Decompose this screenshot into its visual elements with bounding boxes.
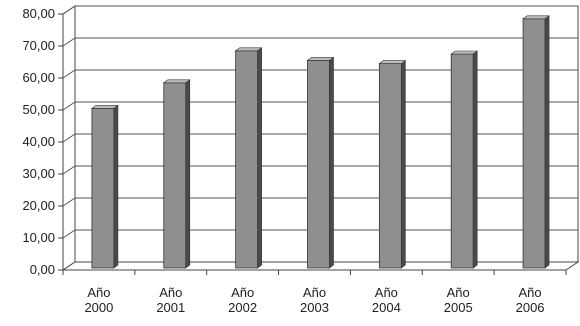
x-tick-label: Año 2000: [84, 285, 113, 315]
bar: [378, 59, 407, 269]
y-axis-tick-labels: 0,00 10,00 20,00 30,00 40,00 50,00 60,00 70,00 8…: [22, 6, 63, 277]
bar-top: [522, 15, 550, 20]
y-tick-label: 10,00: [22, 230, 55, 245]
gridline: [62, 37, 578, 47]
bar-top: [378, 60, 407, 64]
gridline: [62, 165, 578, 175]
bar-side: [544, 15, 550, 269]
bar-front: [450, 53, 474, 269]
bar-front: [235, 50, 259, 269]
bar: [522, 15, 550, 269]
bar-side: [185, 79, 191, 269]
bar: [306, 56, 335, 269]
gridline: [62, 5, 578, 15]
bar-top: [91, 105, 119, 109]
y-tick-label: 80,00: [22, 6, 55, 21]
bar-side: [401, 59, 406, 269]
x-axis-tick-labels: Año 2000 Año 2001 Año 2002 Año 2003 Año 2004 Año 20…: [62, 270, 567, 315]
bar: [162, 79, 191, 269]
gridlines: [62, 5, 578, 239]
bar-front: [163, 82, 187, 269]
bar-side: [257, 47, 262, 269]
bars: [91, 15, 550, 269]
bar-side: [329, 56, 334, 269]
gridline: [62, 197, 578, 207]
x-tick-label: Año 2002: [228, 285, 257, 315]
x-tick-label: Año 2005: [444, 285, 473, 315]
y-tick-label: 30,00: [22, 166, 55, 181]
y-tick-label: 50,00: [22, 102, 55, 117]
y-tick-label: 60,00: [22, 70, 55, 85]
gridline: [62, 69, 578, 79]
bar: [234, 47, 263, 269]
gridline: [62, 101, 578, 111]
y-tick-label: 70,00: [22, 38, 55, 53]
x-tick-label: Año 2004: [372, 285, 401, 315]
bar: [91, 104, 119, 269]
bar-front: [378, 63, 402, 269]
bar-side: [113, 104, 119, 269]
x-tick-label: Año 2003: [300, 285, 329, 315]
bar-top: [450, 50, 479, 55]
bar-top: [162, 79, 191, 84]
gridline: [62, 133, 578, 143]
bar-front: [91, 108, 115, 269]
x-tick-label: Año 2001: [156, 285, 185, 315]
bar: [450, 50, 479, 269]
y-tick-label: 40,00: [22, 134, 55, 149]
bar-front: [522, 18, 546, 269]
bar-top: [306, 57, 335, 61]
bar-top: [234, 47, 263, 52]
gridline: [62, 229, 578, 239]
y-tick-label: 20,00: [22, 198, 55, 213]
x-tick-label: Año 2006: [516, 285, 545, 315]
y-tick-label: 0,00: [30, 262, 55, 277]
bar-front: [307, 60, 330, 269]
bar-side: [472, 50, 478, 269]
